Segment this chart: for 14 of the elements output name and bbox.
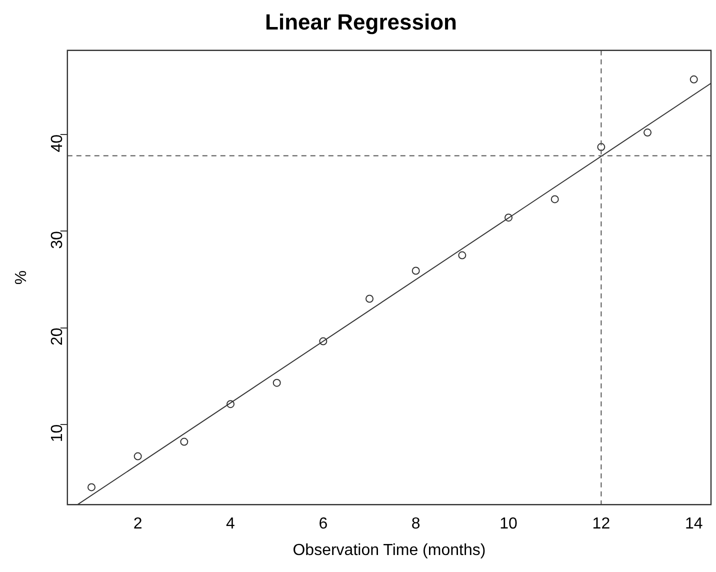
x-tick-label: 12 — [592, 516, 610, 533]
x-tick-label: 10 — [500, 516, 518, 533]
y-tick-label: 10 — [48, 424, 66, 442]
x-axis-title: Observation Time (months) — [292, 542, 486, 559]
x-tick-label: 4 — [226, 516, 236, 533]
y-tick-label: 30 — [48, 231, 66, 249]
y-tick-label: 40 — [48, 134, 66, 152]
x-tick-label: 2 — [133, 516, 142, 533]
y-axis-title: % — [13, 270, 30, 285]
chart-title: Linear Regression — [265, 9, 457, 34]
y-tick-label: 20 — [48, 328, 66, 346]
x-tick-label: 14 — [684, 516, 703, 533]
x-tick-label: 8 — [411, 516, 420, 533]
x-tick-label: 6 — [318, 516, 328, 533]
